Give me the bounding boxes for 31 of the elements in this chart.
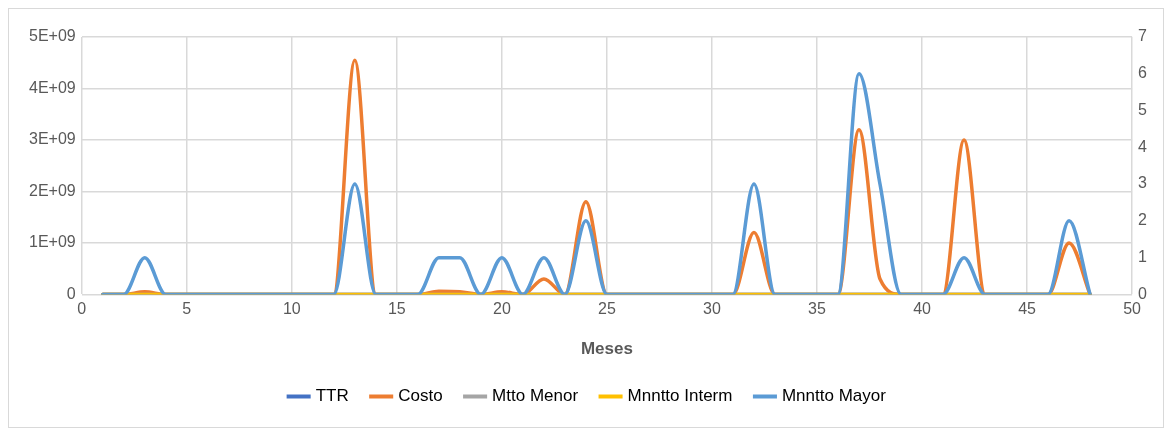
y2-tick-label: 7 [1138,27,1148,45]
y2-tick-label: 0 [1138,284,1148,302]
legend-label: Mnntto Interm [627,386,733,406]
x-tick-label: 5 [182,300,192,318]
legend-label: Costo [398,386,443,406]
x-tick-label: 0 [77,300,87,318]
x-tick-label: 10 [282,300,301,318]
y2-tick-label: 1 [1138,248,1148,266]
y2-tick-label: 4 [1138,137,1148,155]
x-tick-label: 20 [492,300,511,318]
y2-tick-label: 2 [1138,211,1148,229]
y2-tick-label: 5 [1138,100,1148,118]
legend-label: TTR [315,386,349,406]
x-tick-label: 35 [808,300,826,318]
x-tick-label: 25 [598,300,616,318]
y2-tick-label: 6 [1138,64,1148,82]
x-tick-label: 45 [1018,300,1037,318]
y-tick-label: 5E+09 [28,27,76,45]
y2-tick-label: 3 [1138,174,1148,192]
x-axis-title: Meses [580,339,633,359]
x-tick-label: 30 [703,300,721,318]
y-tick-label: 4E+09 [28,78,76,96]
y-tick-label: 2E+09 [28,181,76,199]
legend-label: Mnntto Mayor [781,386,887,406]
x-tick-label: 50 [1123,300,1142,318]
y-tick-label: 0 [66,284,76,302]
y-tick-label: 3E+09 [28,130,76,148]
x-tick-label: 40 [913,300,932,318]
legend-label: Mtto Menor [492,386,579,406]
x-tick-label: 15 [387,300,406,318]
y-tick-label: 1E+09 [28,233,76,251]
